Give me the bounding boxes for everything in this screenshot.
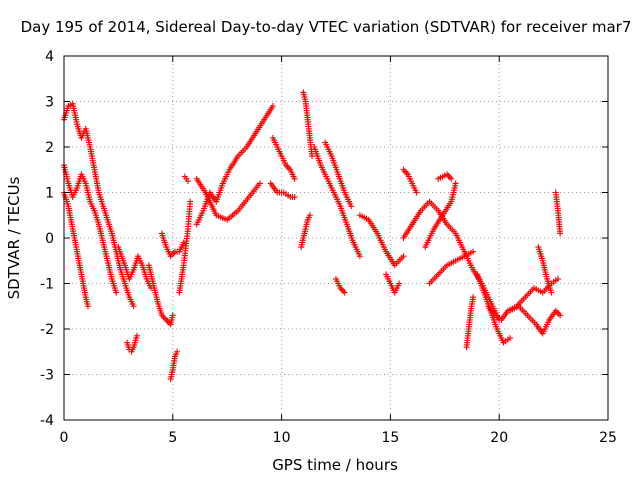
series-track-24 bbox=[422, 180, 459, 251]
data-point bbox=[557, 312, 564, 319]
series-track-13 bbox=[269, 134, 298, 182]
x-tick-label: 0 bbox=[60, 430, 69, 446]
data-point bbox=[341, 289, 348, 296]
series-track-21 bbox=[383, 271, 403, 296]
x-tick-label: 25 bbox=[599, 430, 617, 446]
series-track-5 bbox=[124, 332, 140, 355]
series-track-25 bbox=[435, 171, 455, 182]
data-point bbox=[507, 335, 514, 342]
series-track-20 bbox=[356, 212, 407, 269]
series-track-32 bbox=[552, 189, 564, 237]
series-track-2 bbox=[61, 162, 120, 296]
sample-marker bbox=[340, 288, 347, 295]
data-points bbox=[61, 89, 564, 383]
series-track-31 bbox=[535, 244, 555, 296]
sample-marker bbox=[161, 315, 168, 322]
data-point bbox=[291, 175, 298, 182]
sample-marker bbox=[164, 318, 171, 325]
series-track-28 bbox=[474, 271, 514, 346]
series-track-16 bbox=[298, 212, 313, 251]
data-point bbox=[130, 303, 137, 310]
series-track-15 bbox=[300, 89, 316, 160]
series-track-14 bbox=[267, 180, 298, 201]
data-point bbox=[291, 194, 298, 201]
data-point bbox=[269, 103, 276, 110]
data-point bbox=[169, 312, 176, 319]
series-track-9 bbox=[176, 198, 194, 296]
data-point bbox=[174, 348, 181, 355]
data-point bbox=[84, 303, 91, 310]
sample-marker bbox=[555, 310, 562, 317]
series-track-7 bbox=[158, 230, 187, 260]
series-track-17 bbox=[311, 144, 363, 260]
series-track-11 bbox=[193, 103, 276, 228]
x-tick-label: 20 bbox=[490, 430, 508, 446]
series-track-12 bbox=[193, 175, 263, 223]
data-point bbox=[413, 189, 420, 196]
series-track-3 bbox=[61, 189, 91, 310]
data-point bbox=[256, 180, 263, 187]
x-tick-label: 10 bbox=[273, 430, 291, 446]
x-axis-label: GPS time / hours bbox=[272, 456, 398, 474]
data-point bbox=[548, 289, 555, 296]
sample-marker bbox=[445, 172, 452, 179]
series-track-4 bbox=[115, 244, 155, 292]
series-track-1 bbox=[61, 100, 137, 310]
grid-lines bbox=[64, 56, 608, 420]
series-track-26 bbox=[426, 248, 477, 287]
series-track-19 bbox=[333, 275, 348, 296]
y-tick-label: 3 bbox=[45, 95, 54, 111]
axis-ticks: 0 5 10 15 20 25 -4 -3 -2 -1 0 1 2 3 4 bbox=[40, 49, 617, 446]
x-tick-label: 15 bbox=[381, 430, 399, 446]
series-track-10 bbox=[181, 173, 192, 185]
series-track-8 bbox=[167, 348, 181, 383]
series-track-18 bbox=[322, 139, 355, 210]
y-tick-label: 2 bbox=[45, 140, 54, 156]
y-tick-label: 4 bbox=[45, 49, 54, 65]
chart-title: Day 195 of 2014, Sidereal Day-to-day VTE… bbox=[21, 18, 632, 36]
data-point bbox=[306, 212, 313, 219]
data-point bbox=[348, 203, 355, 210]
data-point bbox=[309, 153, 316, 160]
series-track-22 bbox=[400, 166, 420, 196]
y-axis-label: SDTVAR / TECUs bbox=[5, 176, 23, 299]
data-point bbox=[185, 178, 192, 185]
data-point bbox=[557, 230, 564, 237]
y-tick-label: 1 bbox=[45, 186, 54, 202]
data-point bbox=[187, 198, 194, 205]
data-point bbox=[554, 275, 561, 282]
data-point bbox=[470, 248, 477, 255]
sample-marker bbox=[401, 168, 408, 175]
data-point bbox=[396, 280, 403, 287]
data-point bbox=[448, 175, 455, 182]
y-tick-label: -2 bbox=[40, 322, 54, 338]
y-tick-label: -3 bbox=[40, 368, 54, 384]
data-point bbox=[470, 294, 477, 301]
data-point bbox=[133, 332, 140, 339]
series-track-6 bbox=[145, 262, 176, 328]
y-tick-label: -4 bbox=[40, 413, 54, 429]
data-point bbox=[113, 289, 120, 296]
data-point bbox=[356, 253, 363, 260]
sample-marker bbox=[170, 250, 177, 257]
x-tick-label: 5 bbox=[168, 430, 177, 446]
data-point bbox=[400, 166, 407, 173]
data-point bbox=[452, 180, 459, 187]
series-track-30 bbox=[507, 303, 564, 337]
y-tick-label: 0 bbox=[45, 231, 54, 247]
y-tick-label: -1 bbox=[40, 277, 54, 293]
data-point bbox=[400, 253, 407, 260]
series-track-27 bbox=[463, 294, 477, 351]
